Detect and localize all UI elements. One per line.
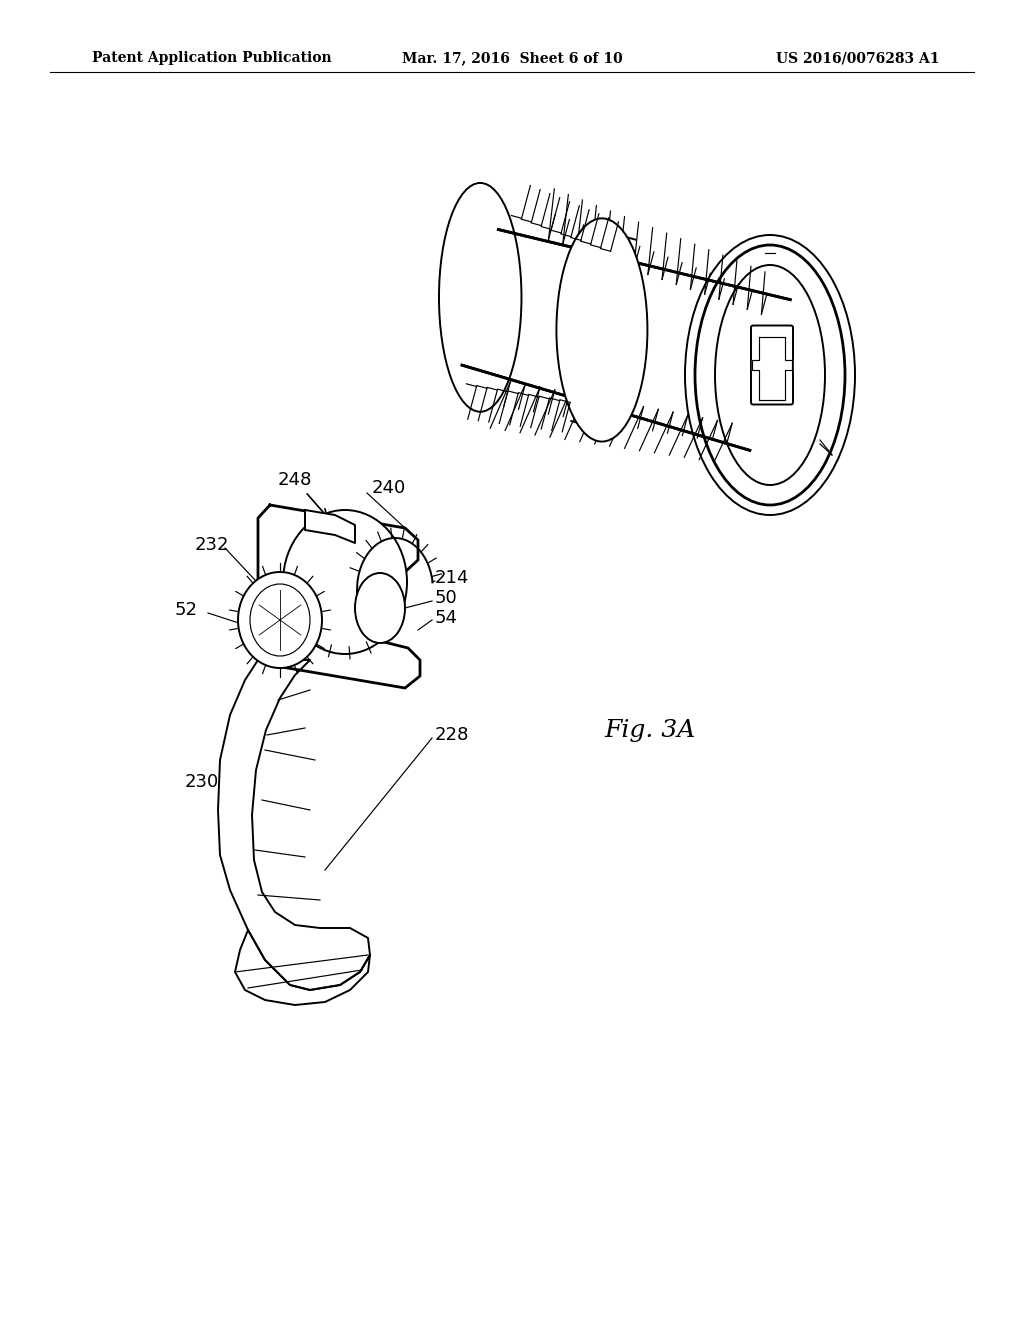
Text: Fig. 3A: Fig. 3A bbox=[604, 718, 695, 742]
Polygon shape bbox=[234, 931, 370, 1005]
Polygon shape bbox=[752, 337, 792, 400]
Ellipse shape bbox=[250, 583, 310, 656]
Text: 50: 50 bbox=[435, 589, 458, 607]
Text: 240: 240 bbox=[372, 479, 407, 498]
Text: 214: 214 bbox=[435, 569, 469, 587]
Text: 248: 248 bbox=[278, 471, 327, 516]
Ellipse shape bbox=[439, 183, 521, 412]
Text: 232: 232 bbox=[195, 536, 229, 554]
Ellipse shape bbox=[355, 573, 406, 643]
Text: Patent Application Publication: Patent Application Publication bbox=[92, 51, 332, 65]
Ellipse shape bbox=[238, 572, 322, 668]
Polygon shape bbox=[305, 510, 355, 543]
Text: US 2016/0076283 A1: US 2016/0076283 A1 bbox=[776, 51, 940, 65]
Text: 230: 230 bbox=[185, 774, 219, 791]
Text: 228: 228 bbox=[435, 726, 469, 744]
Ellipse shape bbox=[556, 218, 647, 442]
Text: 52: 52 bbox=[175, 601, 198, 619]
Ellipse shape bbox=[283, 510, 407, 653]
Text: 54: 54 bbox=[435, 609, 458, 627]
Polygon shape bbox=[218, 660, 370, 990]
Text: Mar. 17, 2016  Sheet 6 of 10: Mar. 17, 2016 Sheet 6 of 10 bbox=[401, 51, 623, 65]
Ellipse shape bbox=[559, 222, 634, 436]
Polygon shape bbox=[258, 506, 420, 688]
